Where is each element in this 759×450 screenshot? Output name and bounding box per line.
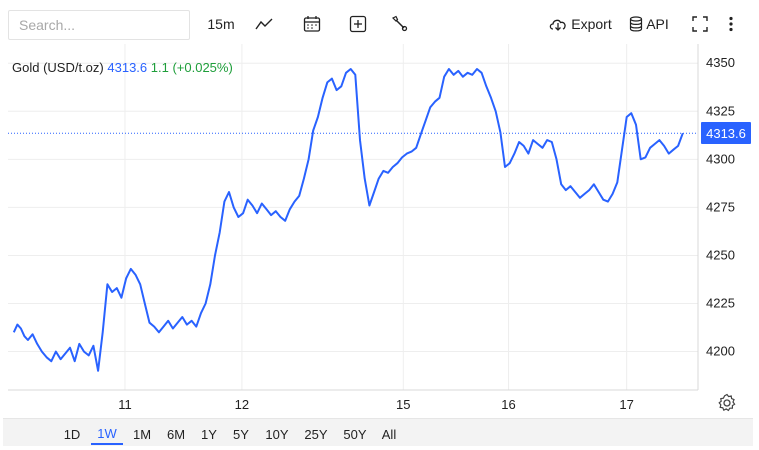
y-tick-label: 4350 [706,55,735,70]
y-tick-label: 4225 [706,296,735,311]
line-chart-type-icon[interactable] [252,10,276,38]
grid [8,44,698,390]
x-tick-label: 15 [396,397,410,412]
price-series-line [12,68,684,372]
range-selector: 1D 1W 1M 6M 1Y 5Y 10Y 25Y 50Y All [3,418,753,446]
price-chart[interactable]: 4200 4225 4250 4275 4300 4325 4350 11 12 15 16 17 [0,44,759,418]
range-button-6m[interactable]: 6M [166,426,186,442]
legend-symbol: Gold (USD/t.oz) [12,60,104,75]
range-button-1m[interactable]: 1M [132,426,152,442]
range-button-1d[interactable]: 1D [63,426,81,442]
search-input[interactable] [8,10,190,40]
chart-area[interactable]: 4200 4225 4250 4275 4300 4325 4350 11 12 15 16 17 [0,44,759,418]
y-tick-label: 4275 [706,199,735,214]
x-tick-label: 17 [619,397,633,412]
x-tick-label: 12 [235,397,249,412]
export-label: Export [571,16,612,32]
more-options-icon[interactable] [722,10,740,38]
y-tick-label: 4325 [706,103,735,118]
y-tick-label: 4250 [706,247,735,262]
database-icon [630,16,643,32]
cloud-download-icon [550,19,566,31]
interval-button[interactable]: 15m [203,10,239,38]
chart-settings-gear-icon[interactable] [716,392,738,414]
range-button-all[interactable]: All [381,426,397,442]
wrench-icon[interactable] [387,10,411,38]
range-button-10y[interactable]: 10Y [265,426,289,442]
legend-change: 1.1 (+0.025%) [150,60,233,75]
last-price-tag: 4313.6 [701,122,751,145]
x-tick-label: 16 [501,397,515,412]
series [12,68,684,372]
range-button-25y[interactable]: 25Y [304,426,328,442]
fullscreen-icon[interactable] [688,10,712,38]
export-button[interactable]: Export [548,10,612,38]
api-label: API [646,16,669,32]
y-tick-label: 4300 [706,151,735,166]
chart-legend: Gold (USD/t.oz) 4313.6 1.1 (+0.025%) [12,60,233,75]
range-button-1y[interactable]: 1Y [201,426,217,442]
axes: 4200 4225 4250 4275 4300 4325 4350 11 12 15 16 17 [8,44,735,412]
add-indicator-icon[interactable] [346,10,370,38]
toolbar: 15m Export API [0,0,759,44]
range-button-5y[interactable]: 5Y [233,426,249,442]
legend-price: 4313.6 [107,60,148,75]
x-tick-label: 11 [118,397,132,412]
calendar-icon[interactable] [300,10,324,38]
interval-label: 15m [207,16,235,32]
y-tick-label: 4200 [706,344,735,359]
range-button-1w[interactable]: 1W [91,423,123,445]
api-button[interactable]: API [628,10,670,38]
range-button-50y[interactable]: 50Y [343,426,367,442]
